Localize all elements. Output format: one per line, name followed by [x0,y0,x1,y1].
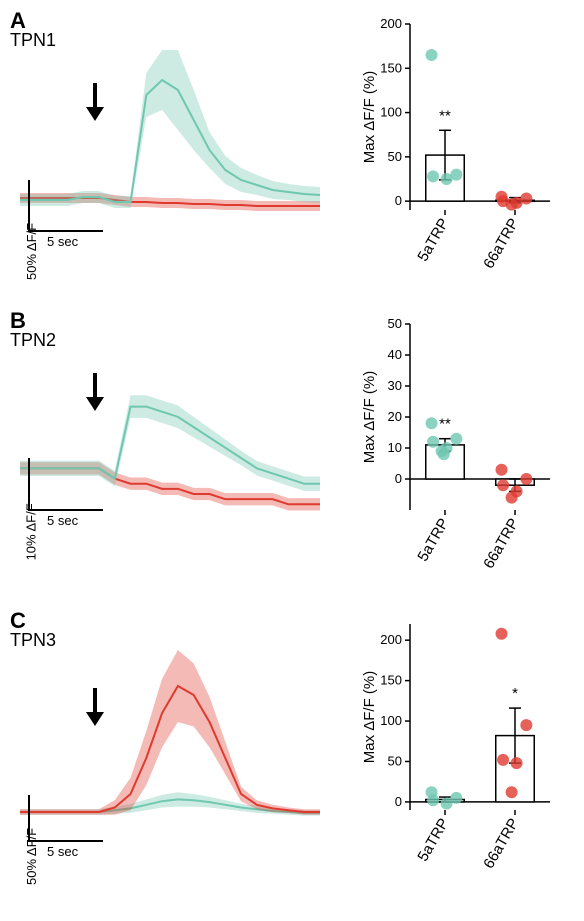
panel-C: C TPN3 50% ΔF/F5 sec 050100150200Max ΔF/… [0,600,584,900]
panel-A-trace: 50% ΔF/F5 sec [20,40,320,240]
svg-text:150: 150 [380,60,402,75]
svg-text:*: * [512,685,518,702]
svg-text:100: 100 [380,713,402,728]
svg-text:20: 20 [388,409,402,424]
svg-text:5aTRP: 5aTRP [414,816,452,865]
svg-text:Max ΔF/F (%): Max ΔF/F (%) [361,371,378,464]
svg-text:66aTRP: 66aTRP [480,816,522,871]
panel-A-bar-svg: 0 50 100 150 200 Max ΔF/F (%) 5aTRP 66aTRP ** [360,10,560,270]
panel-A-trace-svg [20,40,320,240]
svg-text:66aTRP: 66aTRP [480,216,522,271]
panel-B-bar-svg: 0 10 20 30 40 50 Max ΔF/F (%) 5aTRP 66aTRP ** [360,310,560,570]
svg-text:30: 30 [388,378,402,393]
svg-text:66aTRP: 66aTRP [480,516,522,571]
svg-text:40: 40 [388,347,402,362]
panel-B-trace: 10% ΔF/F5 sec [20,340,320,540]
svg-text:0: 0 [395,794,402,809]
panel-A: A TPN1 50% ΔF/F5 sec 050100150200Max ΔF/… [0,0,584,300]
panel-B-barchart: 0 10 20 30 40 50 Max ΔF/F (%) 5aTRP 66aTRP ** [360,310,560,570]
panel-A-barchart: 0 50 100 150 200 Max ΔF/F (%) 5aTRP 66aTRP ** [360,10,560,270]
svg-text:5aTRP: 5aTRP [414,216,452,265]
panel-B: B TPN2 10% ΔF/F5 sec 01020304050Max ΔF/F… [0,300,584,600]
svg-text:0: 0 [395,193,402,208]
svg-text:10: 10 [388,440,402,455]
panel-C-bar-svg: 0 50 100 150 200 Max ΔF/F (%) 5aTRP 66aTRP * [360,610,560,870]
svg-text:**: ** [439,416,451,433]
svg-text:50: 50 [388,753,402,768]
svg-text:Max ΔF/F (%): Max ΔF/F (%) [361,671,378,764]
svg-text:50: 50 [388,316,402,331]
svg-text:0: 0 [395,471,402,486]
svg-text:**: ** [439,107,451,124]
svg-text:200: 200 [380,632,402,647]
svg-text:200: 200 [380,16,402,31]
panel-C-barchart: 0 50 100 150 200 Max ΔF/F (%) 5aTRP 66aTRP * [360,610,560,870]
svg-text:100: 100 [380,105,402,120]
panel-C-trace-svg [20,640,320,840]
svg-text:50: 50 [388,149,402,164]
svg-text:Max ΔF/F (%): Max ΔF/F (%) [361,71,378,164]
svg-text:5aTRP: 5aTRP [414,516,452,565]
svg-text:150: 150 [380,673,402,688]
panel-C-trace: 50% ΔF/F5 sec [20,640,320,840]
figure-root: A TPN1 50% ΔF/F5 sec 050100150200Max ΔF/… [0,0,584,921]
